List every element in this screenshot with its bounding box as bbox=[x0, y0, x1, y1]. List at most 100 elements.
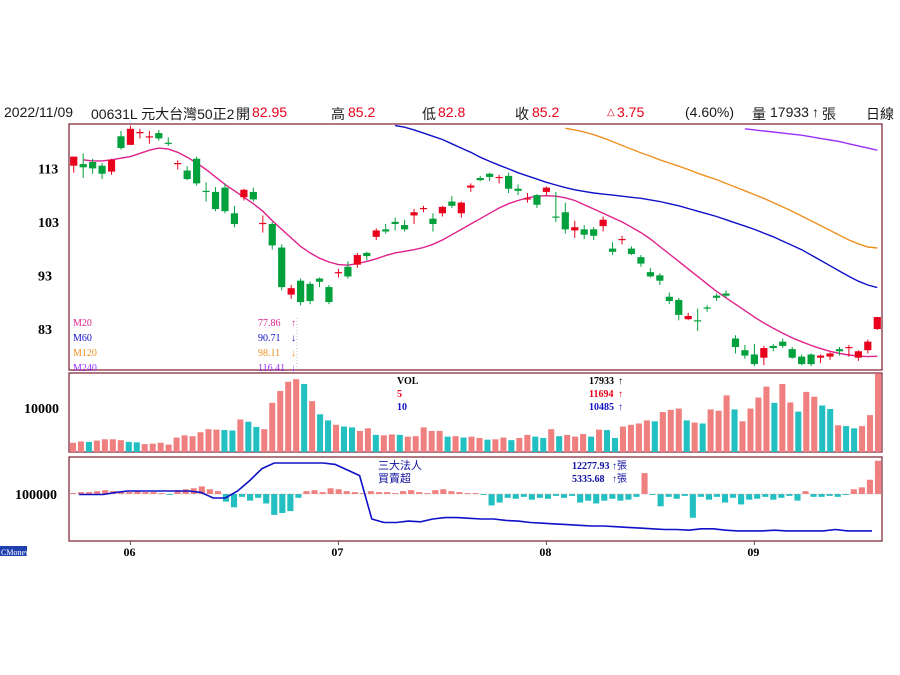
volume-bar bbox=[380, 435, 387, 452]
volume-bar bbox=[603, 430, 611, 452]
volume-bar bbox=[811, 396, 818, 452]
volume-bar bbox=[396, 434, 403, 452]
volume-bar bbox=[643, 420, 650, 452]
volume-bar bbox=[388, 434, 395, 452]
candle-body bbox=[580, 229, 588, 235]
ma-legend-arrow: ↓ bbox=[291, 363, 296, 374]
m60-line bbox=[394, 124, 878, 289]
volume-bar bbox=[500, 437, 507, 452]
high-value: 85.2 bbox=[348, 104, 376, 120]
volume-bar bbox=[269, 402, 276, 452]
volume-bar bbox=[189, 436, 196, 452]
institutional-bar-sell bbox=[601, 494, 608, 501]
volume-bar bbox=[444, 436, 451, 452]
month-label: 09 bbox=[747, 545, 759, 559]
candlestick-series bbox=[70, 125, 881, 367]
institutional-bar-sell bbox=[255, 494, 262, 498]
institutional-bar-sell bbox=[665, 494, 672, 497]
institutional-bar-sell bbox=[818, 494, 825, 497]
inst-legend-backdrop bbox=[372, 460, 632, 488]
candle-body bbox=[779, 341, 787, 346]
volume-bar bbox=[157, 442, 164, 452]
vol-legend-name: VOL bbox=[397, 376, 419, 387]
institutional-bar-sell bbox=[504, 494, 511, 498]
candle-body bbox=[126, 128, 135, 145]
volume-bar bbox=[611, 437, 619, 452]
volume-bar bbox=[364, 428, 371, 452]
volume-bar bbox=[691, 422, 698, 452]
month-label: 07 bbox=[331, 545, 343, 559]
volume-bar bbox=[181, 435, 188, 452]
institutional-bar-buy bbox=[399, 491, 407, 494]
month-label: 08 bbox=[539, 545, 551, 559]
volume-bar bbox=[476, 437, 483, 452]
volume-bar bbox=[149, 443, 156, 452]
institutional-bar-buy bbox=[102, 490, 109, 494]
candle-body bbox=[656, 275, 664, 281]
inst-legend-name: 三大法人 bbox=[378, 458, 422, 472]
candle-body bbox=[401, 225, 409, 230]
volume-bar bbox=[205, 429, 212, 452]
volume-bar bbox=[253, 426, 260, 452]
volume-bar bbox=[101, 439, 108, 452]
open-label: 開 bbox=[236, 106, 250, 122]
candle-body bbox=[835, 349, 844, 352]
price-tick-label: 103 bbox=[38, 216, 59, 231]
institutional-tick-label: 100000 bbox=[15, 488, 57, 503]
institutional-bar-buy bbox=[142, 492, 149, 494]
institutional-bar-sell bbox=[713, 494, 721, 497]
institutional-bar-buy bbox=[391, 493, 399, 494]
period-label: 日線 bbox=[866, 106, 894, 122]
institutional-bar-sell bbox=[649, 494, 656, 495]
candle-body bbox=[230, 213, 239, 225]
institutional-bar-buy bbox=[367, 491, 374, 494]
institutional-bar-sell bbox=[287, 494, 294, 512]
institutional-bar-buy bbox=[850, 489, 857, 494]
institutional-bar-sell bbox=[536, 494, 543, 498]
volume-bar bbox=[404, 436, 411, 452]
volume-bar bbox=[125, 441, 132, 452]
volume-bar bbox=[867, 415, 874, 452]
candle-body bbox=[89, 161, 97, 169]
institutional-bar-sell bbox=[633, 494, 640, 497]
institutional-bar-buy bbox=[424, 493, 431, 494]
vol-legend-value: 10485 bbox=[589, 402, 614, 413]
vol-legend-name: 5 bbox=[397, 389, 402, 400]
up-triangle-icon: △ bbox=[607, 107, 615, 118]
institutional-bar-sell bbox=[834, 494, 841, 497]
watermark-badge bbox=[0, 546, 27, 556]
institutional-bar-buy bbox=[343, 491, 350, 494]
volume-bar bbox=[763, 386, 770, 452]
candle-body bbox=[873, 317, 881, 330]
candle-body bbox=[467, 185, 475, 188]
volume-bar bbox=[667, 409, 674, 452]
institutional-bar-buy bbox=[134, 491, 141, 494]
candle-body bbox=[741, 350, 749, 356]
institutional-bar-buy bbox=[303, 491, 310, 494]
up-arrow-icon: ↑ bbox=[812, 104, 819, 120]
volume-bar bbox=[651, 421, 658, 452]
volume-bar bbox=[827, 408, 834, 452]
volume-bar bbox=[707, 409, 714, 452]
institutional-bar-buy bbox=[866, 479, 873, 494]
institutional-bar-buy bbox=[86, 492, 93, 494]
volume-bar bbox=[779, 383, 786, 452]
volume-bar bbox=[755, 397, 762, 452]
candle-body bbox=[514, 188, 522, 191]
volume-bar bbox=[683, 420, 690, 452]
institutional-bar-sell bbox=[609, 494, 616, 499]
institutional-bar-sell bbox=[496, 494, 503, 503]
institutional-bar-sell bbox=[746, 494, 753, 500]
candle-body bbox=[504, 175, 513, 189]
volume-bar bbox=[245, 421, 252, 452]
candle-body bbox=[694, 320, 702, 322]
volume-bar bbox=[819, 405, 826, 452]
candle-body bbox=[684, 315, 692, 320]
institutional-bar-sell bbox=[552, 494, 560, 496]
panel-frame-2 bbox=[68, 456, 883, 542]
inst-legend-arrow: ↑張 bbox=[612, 460, 627, 472]
volume-bar bbox=[117, 440, 124, 452]
institutional-bar-sell bbox=[762, 494, 769, 497]
candle-body bbox=[722, 293, 730, 296]
